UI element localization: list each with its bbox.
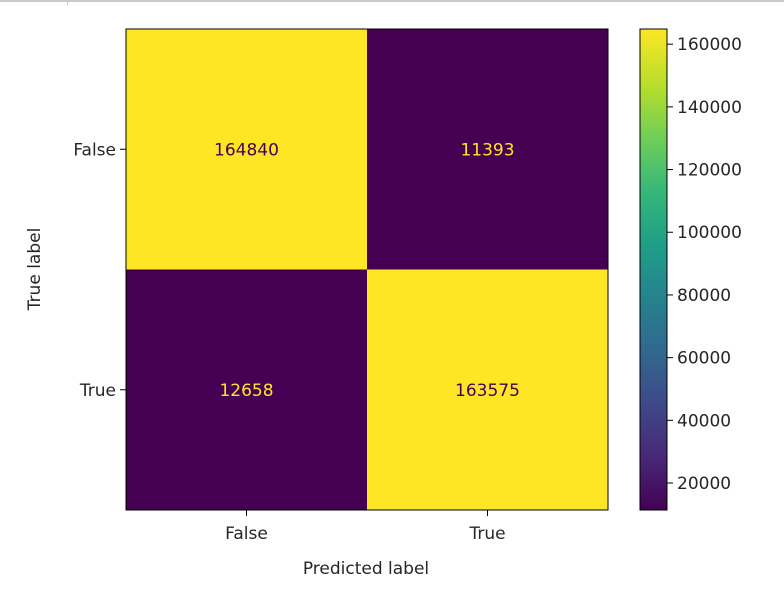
- colorbar-tick-label: 80000: [677, 286, 731, 306]
- y-axis-title: True label: [25, 228, 45, 312]
- x-tick-label: False: [225, 524, 268, 544]
- cell-value-label: 164840: [214, 140, 279, 160]
- cell-false-true: [367, 29, 608, 270]
- colorbar-tick-label: 40000: [677, 411, 731, 431]
- matrix-cells: [126, 29, 608, 510]
- cell-value-label: 11393: [460, 140, 514, 160]
- colorbar-tick-label: 160000: [677, 35, 742, 55]
- colorbar-tick-label: 120000: [677, 161, 742, 181]
- colorbar-tick-label: 100000: [677, 223, 742, 243]
- colorbar-tick-label: 20000: [677, 474, 731, 494]
- notebook-top-border: [0, 0, 784, 2]
- colorbar: [639, 28, 668, 511]
- colorbar-ticks: 20000 40000 60000 80000 100000 120000 140000 16…: [667, 35, 742, 494]
- notebook-border-tick: [67, 0, 68, 5]
- colorbar-tick-label: 60000: [677, 349, 731, 369]
- y-tick-label: False: [73, 140, 116, 160]
- x-axis-ticks: False True: [225, 510, 506, 544]
- matrix-frame: [125, 28, 609, 511]
- y-tick-label: True: [79, 381, 116, 401]
- colorbar-tick-label: 140000: [677, 98, 742, 118]
- cell-value-label: 12658: [219, 381, 273, 401]
- cell-false-false: [126, 29, 367, 270]
- cell-value-label: 163575: [455, 381, 520, 401]
- x-axis-title: Predicted label: [303, 559, 429, 579]
- x-tick-label: True: [468, 524, 505, 544]
- cell-true-false: [126, 269, 367, 510]
- cell-true-true: [367, 269, 608, 510]
- y-axis-ticks: False True: [73, 140, 126, 401]
- matrix-cell-labels: 164840 11393 12658 163575: [214, 140, 520, 401]
